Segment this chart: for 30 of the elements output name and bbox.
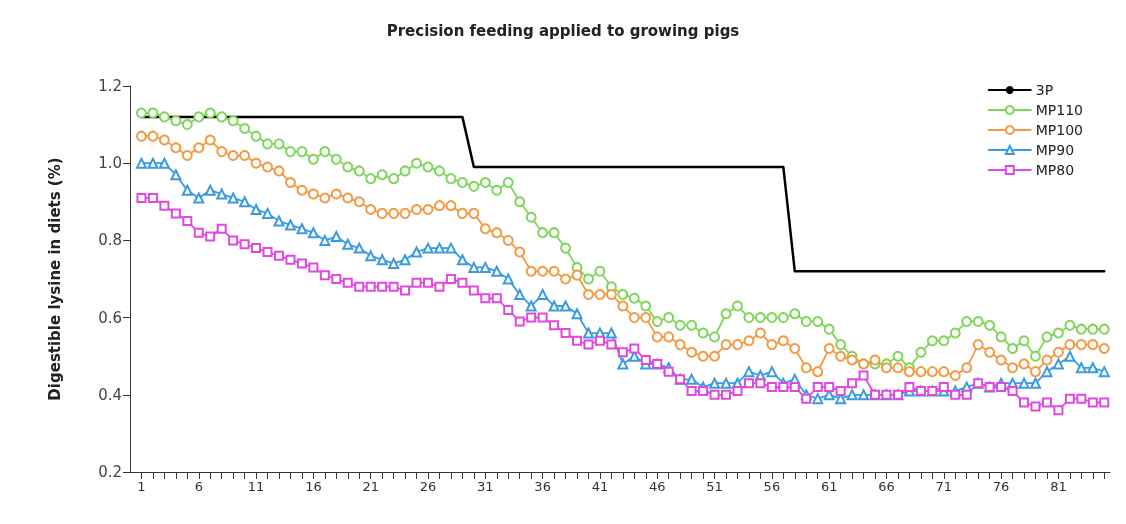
y-tick-label: 1.0 [98,154,122,173]
y-tick-label: 0.4 [98,385,122,404]
legend-label: MP100 [1035,122,1084,138]
y-tick-label: 0.6 [98,308,122,327]
x-tick-label: 26 [419,479,437,494]
x-tick-label: 61 [820,479,838,494]
legend-label: MP110 [1035,102,1084,118]
x-tick-label: 81 [1050,479,1067,494]
legend-label: 3P [1035,82,1054,98]
x-tick-label: 46 [648,479,666,494]
legend-label: MP90 [1035,142,1075,158]
x-tick-label: 6 [194,479,203,494]
y-tick-label: 1.2 [98,77,122,95]
x-tick-label: 36 [534,479,551,494]
x-tick-label: 31 [477,479,494,494]
chart-title: Precision feeding applied to growing pigs [386,21,740,40]
legend-label: MP80 [1035,162,1075,178]
x-tick-label: 71 [935,479,953,494]
x-tick-label: 21 [362,479,379,494]
x-tick-label: 1 [137,479,146,494]
x-tick-label: 41 [591,479,609,494]
x-tick-label: 11 [247,479,265,494]
x-tick-label: 51 [706,479,723,494]
x-tick-label: 56 [763,479,781,494]
y-axis-title: Digestible lysine in diets (%) [45,157,64,401]
x-tick-label: 16 [305,479,322,494]
y-tick-label: 0.8 [98,231,122,250]
x-tick-label: 76 [992,479,1010,494]
y-tick-label: 0.2 [98,463,122,481]
x-tick-label: 66 [878,479,895,494]
